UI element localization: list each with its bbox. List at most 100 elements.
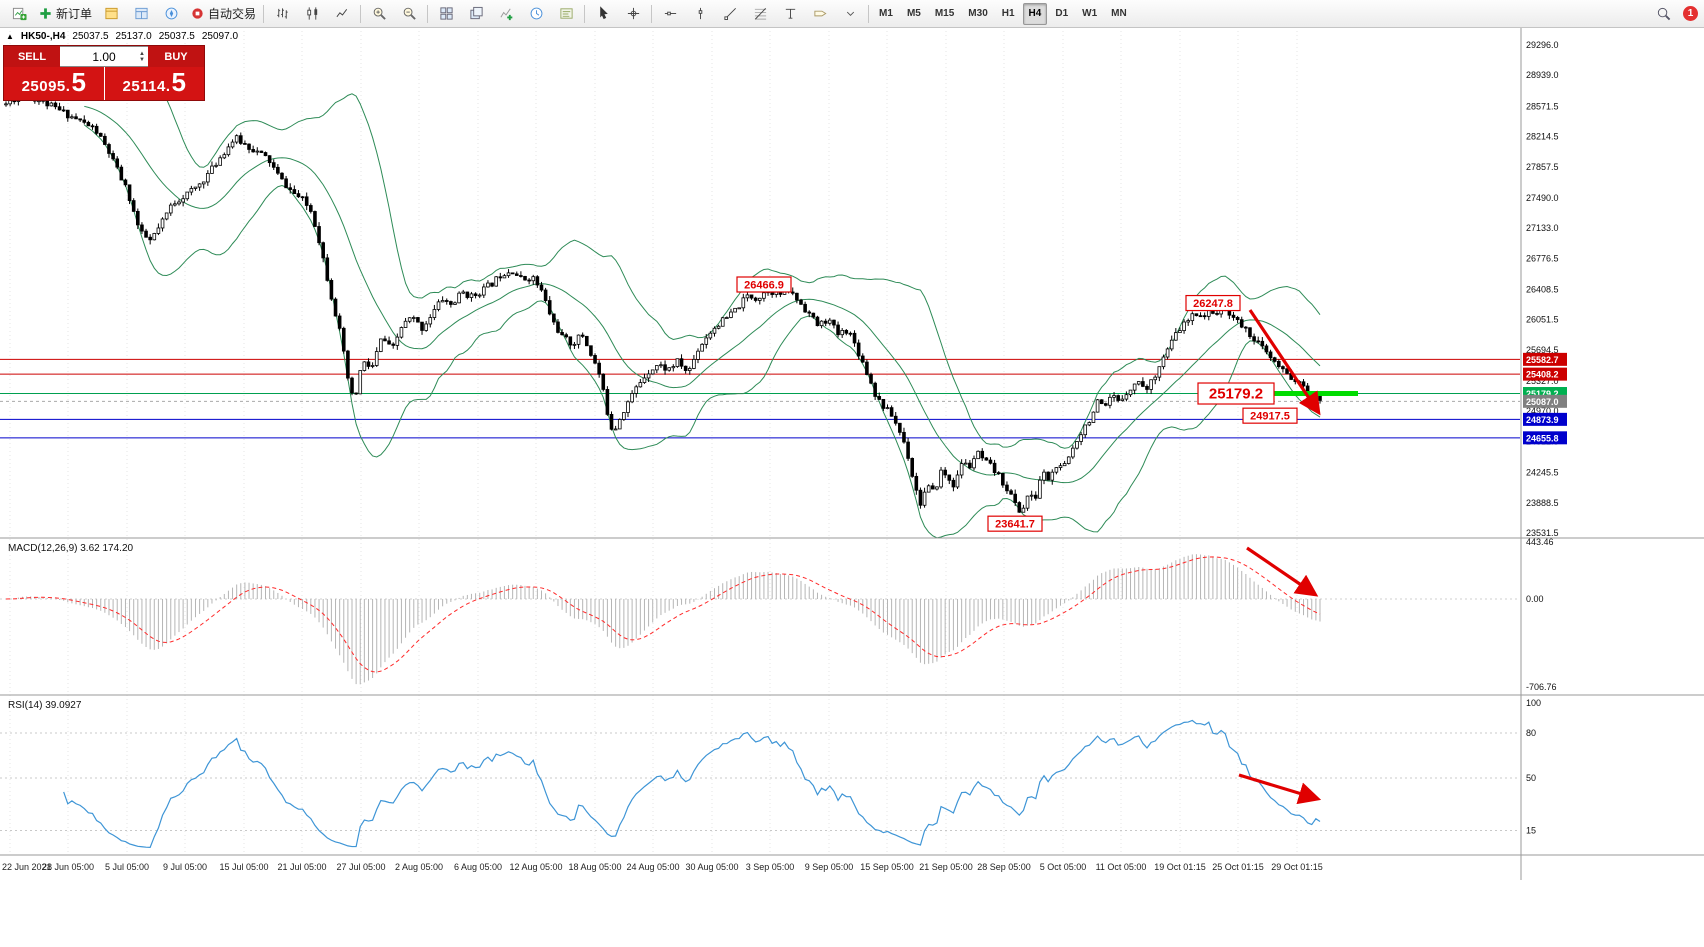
timeframe-m30[interactable]: M30 [968,8,988,19]
cursor-icon[interactable] [588,2,618,26]
zoom-in-icon[interactable] [364,2,394,26]
buy-price[interactable]: 25114. 5 [103,67,204,100]
price-axis[interactable]: 29296.0 28939.0 28571.5 28214.5 27857.5 27490… [0,27,1704,880]
toolbar-separator [584,4,586,23]
svg-text:23641.7: 23641.7 [995,519,1035,531]
one-click-trading-panel: SELL 1.00 ▲ ▼ BUY 25095. 5 25114. 5 [4,46,204,100]
toolbar-separator [868,4,870,23]
label-tool-icon[interactable] [805,2,835,26]
notification-badge[interactable]: 1 [1683,6,1698,21]
crosshair-icon[interactable] [618,2,648,26]
volume-down-icon[interactable]: ▼ [139,56,145,63]
bollinger-bands [83,70,1321,538]
new-order-button-label: 新订单 [56,7,93,21]
svg-text:5 Jul 05:00: 5 Jul 05:00 [105,862,149,872]
svg-text:29 Oct 01:15: 29 Oct 01:15 [1271,862,1323,872]
svg-text:25694.5: 25694.5 [1526,345,1559,355]
svg-text:15 Jul 05:00: 15 Jul 05:00 [219,862,268,872]
navigator-icon[interactable] [156,2,186,26]
tile-windows-icon[interactable] [431,2,461,26]
shapes-dropdown-icon[interactable] [835,2,865,26]
svg-text:11 Oct 05:00: 11 Oct 05:00 [1096,862,1147,872]
trend-arrow-rsi[interactable] [1238,773,1322,805]
sell-price[interactable]: 25095. 5 [4,67,104,100]
svg-text:25327.0: 25327.0 [1526,376,1559,386]
sell-button[interactable]: SELL [4,46,60,67]
chart-collapse-icon[interactable]: ▲ [6,32,14,41]
data-window-icon[interactable] [126,2,156,26]
timeframe-m1[interactable]: M1 [879,8,893,19]
add-indicator-icon[interactable] [491,2,521,26]
template-icon[interactable] [551,2,581,26]
cascade-windows-icon[interactable] [461,2,491,26]
timeframe-mn[interactable]: MN [1111,8,1127,19]
svg-text:27133.0: 27133.0 [1526,223,1559,233]
svg-text:28214.5: 28214.5 [1526,132,1559,142]
svg-text:15: 15 [1526,826,1536,836]
svg-text:9 Jul 05:00: 9 Jul 05:00 [163,862,207,872]
vertical-line-icon[interactable] [685,2,715,26]
svg-text:27490.0: 27490.0 [1526,193,1559,203]
svg-text:28939.0: 28939.0 [1526,70,1559,80]
svg-text:30 Aug 05:00: 30 Aug 05:00 [685,862,738,872]
volume-stepper[interactable]: 1.00 ▲ ▼ [60,46,148,67]
svg-text:3 Sep 05:00: 3 Sep 05:00 [746,862,795,872]
svg-text:24970.0: 24970.0 [1526,406,1559,416]
trendline-icon[interactable] [715,2,745,26]
svg-text:5 Oct 05:00: 5 Oct 05:00 [1040,862,1087,872]
timeframe-m15[interactable]: M15 [934,8,955,19]
period-dropdown-icon[interactable] [521,2,551,26]
svg-text:80: 80 [1526,728,1536,738]
annotations: 26466.9 26247.8 25179.2 24917.5 23641.7 [736,276,1322,805]
line-chart-icon[interactable] [327,2,357,26]
svg-text:28 Sep 05:00: 28 Sep 05:00 [977,862,1031,872]
svg-text:23888.5: 23888.5 [1526,498,1559,508]
svg-text:27 Jul 05:00: 27 Jul 05:00 [336,862,385,872]
macd-indicator [0,554,1520,685]
svg-text:100: 100 [1526,698,1541,708]
svg-text:25179.2: 25179.2 [1209,386,1263,403]
volume-up-icon[interactable]: ▲ [139,50,145,57]
text-tool-icon[interactable] [775,2,805,26]
svg-text:22 Jun 2021: 22 Jun 2021 [2,862,52,872]
chart-info-line: ▲ HK50-,H4 25037.5 25137.0 25037.5 25097… [6,31,238,42]
new-chart-icon[interactable] [4,2,34,26]
svg-text:0.00: 0.00 [1526,594,1544,604]
trend-arrow-main[interactable] [1248,309,1321,416]
timeframe-d1[interactable]: D1 [1055,8,1069,19]
close-value: 25097.0 [201,31,239,42]
high-value: 25137.0 [115,31,152,42]
search-icon[interactable] [1648,2,1678,26]
chart-canvas[interactable]: 29296.0 28939.0 28571.5 28214.5 27857.5 27490… [0,27,1704,947]
symbol-period-label: HK50-,H4 [20,31,66,42]
zoom-out-icon[interactable] [394,2,424,26]
svg-text:24 Aug 05:00: 24 Aug 05:00 [626,862,679,872]
svg-text:25087.0: 25087.0 [1526,397,1559,407]
svg-text:25179.2: 25179.2 [1526,389,1559,399]
svg-text:9 Sep 05:00: 9 Sep 05:00 [805,862,854,872]
trend-arrow-macd[interactable] [1246,546,1319,597]
new-order-button[interactable]: 新订单 [34,2,96,26]
market-watch-icon[interactable] [96,2,126,26]
svg-text:27857.5: 27857.5 [1526,162,1559,172]
svg-text:24873.9: 24873.9 [1526,415,1559,425]
autotrading-button-label: 自动交易 [208,7,257,21]
timeframe-h4[interactable]: H4 [1022,2,1048,25]
timeframe-w1[interactable]: W1 [1082,8,1098,19]
volume-value: 1.00 [92,49,116,64]
autotrading-button[interactable]: 自动交易 [186,2,260,26]
svg-text:26466.9: 26466.9 [744,280,784,292]
candlestick-chart-icon[interactable] [297,2,327,26]
bar-chart-icon[interactable] [267,2,297,26]
svg-text:23531.5: 23531.5 [1526,528,1559,538]
svg-text:24655.8: 24655.8 [1526,433,1559,443]
fibonacci-icon[interactable] [745,2,775,26]
svg-text:19 Oct 01:15: 19 Oct 01:15 [1154,862,1206,872]
buy-button[interactable]: BUY [148,46,204,67]
low-value: 25037.5 [158,31,195,42]
timeframe-h1[interactable]: H1 [1001,8,1015,19]
horizontal-line-icon[interactable] [655,2,685,26]
svg-text:24245.5: 24245.5 [1526,468,1559,478]
timeframe-m5[interactable]: M5 [906,8,921,19]
